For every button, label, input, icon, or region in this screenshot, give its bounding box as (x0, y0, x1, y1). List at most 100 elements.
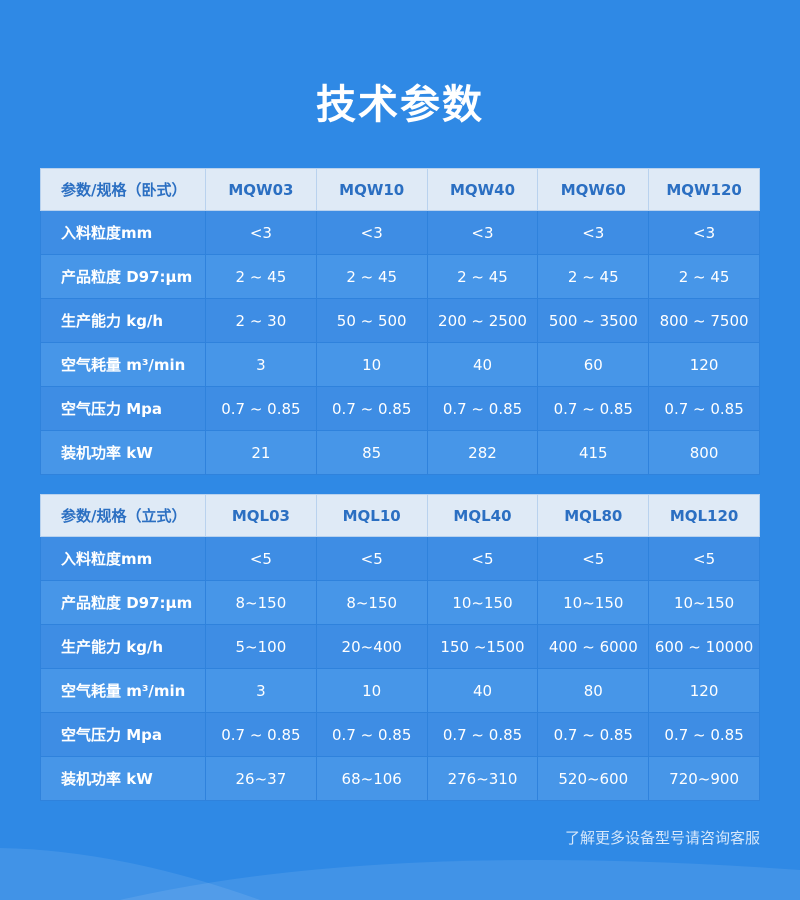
spec-value: 200 ~ 2500 (426, 298, 539, 343)
param-label: 装机功率 kW (40, 756, 206, 801)
contact-note: 了解更多设备型号请咨询客服 (564, 829, 760, 847)
spec-value: 2 ~ 30 (205, 298, 317, 343)
spec-value: 50 ~ 500 (315, 298, 428, 343)
spec-value: <3 (648, 210, 760, 255)
background-waves (0, 848, 800, 900)
spec-value: <5 (205, 536, 317, 581)
spec-value: 0.7 ~ 0.85 (205, 712, 317, 757)
param-label: 入料粒度mm (40, 536, 206, 581)
spec-value: 21 (205, 430, 317, 475)
spec-value: <3 (315, 210, 428, 255)
spec-value: 3 (205, 668, 317, 713)
param-label: 空气耗量 m³/min (40, 668, 206, 713)
table-row: 入料粒度mm <5 <5 <5 <5 <5 (40, 536, 760, 581)
spec-value: 600 ~ 10000 (648, 624, 760, 669)
model-header: MQW60 (537, 168, 650, 211)
spec-value: 276~310 (426, 756, 539, 801)
spec-value: 0.7 ~ 0.85 (205, 386, 317, 431)
spec-value: 8~150 (315, 580, 428, 625)
spec-value: 3 (205, 342, 317, 387)
spec-value: 80 (537, 668, 650, 713)
spec-value: 0.7 ~ 0.85 (648, 712, 760, 757)
spec-value: <5 (648, 536, 760, 581)
spec-value: 520~600 (537, 756, 650, 801)
spec-value: 0.7 ~ 0.85 (648, 386, 760, 431)
param-header: 参数/规格（立式） (40, 494, 206, 537)
spec-value: 2 ~ 45 (537, 254, 650, 299)
model-header: MQL80 (537, 494, 650, 537)
spec-value: 68~106 (315, 756, 428, 801)
spec-value: 40 (426, 342, 539, 387)
spec-value: 400 ~ 6000 (537, 624, 650, 669)
model-header: MQW40 (426, 168, 539, 211)
table-row: 空气耗量 m³/min 3 10 40 80 120 (40, 668, 760, 713)
spec-value: 415 (537, 430, 650, 475)
spec-value: 10~150 (537, 580, 650, 625)
model-header: MQL40 (426, 494, 539, 537)
spec-table-horizontal: 参数/规格（卧式） MQW03 MQW10 MQW40 MQW60 MQW120 入料粒度m… (40, 168, 760, 475)
spec-value: 10~150 (648, 580, 760, 625)
spec-value: 20~400 (315, 624, 428, 669)
table-row: 空气压力 Mpa 0.7 ~ 0.85 0.7 ~ 0.85 0.7 ~ 0.85 0.… (40, 712, 760, 757)
spec-value: 500 ~ 3500 (537, 298, 650, 343)
spec-value: 85 (315, 430, 428, 475)
spec-value: 800 (648, 430, 760, 475)
spec-value: 60 (537, 342, 650, 387)
background-wave (0, 848, 260, 900)
table-row: 入料粒度mm <3 <3 <3 <3 <3 (40, 210, 760, 255)
param-label: 空气压力 Mpa (40, 712, 206, 757)
param-label: 生产能力 kg/h (40, 298, 206, 343)
spec-value: 8~150 (205, 580, 317, 625)
table-row: 产品粒度 D97:μm 2 ~ 45 2 ~ 45 2 ~ 45 2 ~ 45 2 ~ 4… (40, 254, 760, 299)
spec-value: 5~100 (205, 624, 317, 669)
param-label: 生产能力 kg/h (40, 624, 206, 669)
table-row: 空气压力 Mpa 0.7 ~ 0.85 0.7 ~ 0.85 0.7 ~ 0.85 0.… (40, 386, 760, 431)
spec-table-vertical: 参数/规格（立式） MQL03 MQL10 MQL40 MQL80 MQL120 入料粒度m… (40, 494, 760, 801)
spec-value: <3 (537, 210, 650, 255)
spec-value: <3 (426, 210, 539, 255)
spec-value: 2 ~ 45 (315, 254, 428, 299)
model-header: MQL03 (205, 494, 317, 537)
spec-value: 2 ~ 45 (205, 254, 317, 299)
param-label: 入料粒度mm (40, 210, 206, 255)
spec-value: 0.7 ~ 0.85 (426, 712, 539, 757)
model-header: MQL120 (648, 494, 760, 537)
param-label: 产品粒度 D97:μm (40, 580, 206, 625)
spec-value: 0.7 ~ 0.85 (537, 386, 650, 431)
spec-value: 10 (315, 342, 428, 387)
spec-value: 0.7 ~ 0.85 (426, 386, 539, 431)
spec-value: 40 (426, 668, 539, 713)
spec-value: <5 (426, 536, 539, 581)
model-header: MQW120 (648, 168, 760, 211)
param-header: 参数/规格（卧式） (40, 168, 206, 211)
param-label: 空气耗量 m³/min (40, 342, 206, 387)
spec-value: 10 (315, 668, 428, 713)
model-header: MQL10 (315, 494, 428, 537)
spec-value: 2 ~ 45 (648, 254, 760, 299)
model-header: MQW03 (205, 168, 317, 211)
spec-value: <5 (315, 536, 428, 581)
table-row: 生产能力 kg/h 5~100 20~400 150 ~1500 400 ~ 6000 6… (40, 624, 760, 669)
table-row: 产品粒度 D97:μm 8~150 8~150 10~150 10~150 10~150 (40, 580, 760, 625)
spec-value: 10~150 (426, 580, 539, 625)
table-row: 空气耗量 m³/min 3 10 40 60 120 (40, 342, 760, 387)
table-row: 装机功率 kW 26~37 68~106 276~310 520~600 720~900 (40, 756, 760, 801)
spec-value: 2 ~ 45 (426, 254, 539, 299)
table-row: 生产能力 kg/h 2 ~ 30 50 ~ 500 200 ~ 2500 500 ~ 3… (40, 298, 760, 343)
param-label: 空气压力 Mpa (40, 386, 206, 431)
spec-value: 282 (426, 430, 539, 475)
param-label: 产品粒度 D97:μm (40, 254, 206, 299)
param-label: 装机功率 kW (40, 430, 206, 475)
spec-value: 800 ~ 7500 (648, 298, 760, 343)
page-title: 技术参数 (316, 82, 484, 128)
spec-value: 0.7 ~ 0.85 (537, 712, 650, 757)
spec-value: 150 ~1500 (426, 624, 539, 669)
spec-value: 120 (648, 668, 760, 713)
spec-value: 720~900 (648, 756, 760, 801)
spec-value: 0.7 ~ 0.85 (315, 386, 428, 431)
table-header-row: 参数/规格（立式） MQL03 MQL10 MQL40 MQL80 MQL120 (40, 494, 760, 537)
model-header: MQW10 (315, 168, 428, 211)
background-wave (120, 860, 800, 900)
spec-value: 0.7 ~ 0.85 (315, 712, 428, 757)
table-row: 装机功率 kW 21 85 282 415 800 (40, 430, 760, 475)
